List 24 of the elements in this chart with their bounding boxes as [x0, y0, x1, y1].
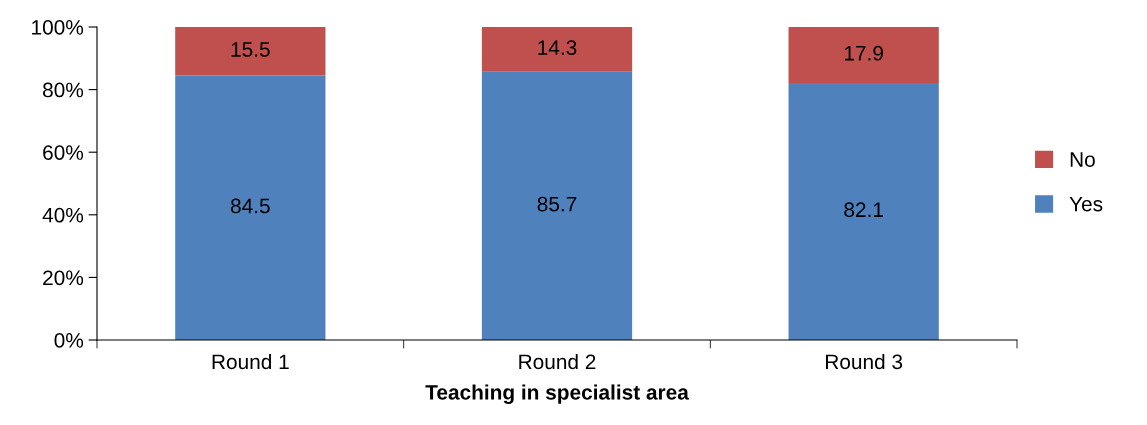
x-tick-label: Round 3: [826, 353, 903, 370]
bar: [481, 27, 633, 72]
data-label: 85.7: [537, 196, 577, 212]
data-label: 82.1: [844, 202, 883, 218]
y-tick-label: 80%: [43, 82, 84, 98]
x-tick-label: Round 2: [519, 353, 596, 370]
y-tick-label: 60%: [43, 145, 84, 160]
bar: [481, 71, 633, 340]
legend-label: Yes: [1069, 196, 1103, 212]
y-tick-label: 100%: [32, 20, 84, 35]
data-label: 17.9: [844, 45, 883, 61]
legend-label: No: [1070, 152, 1095, 167]
y-tick-label: 0%: [54, 333, 84, 348]
bar: [175, 27, 326, 76]
y-tick-label: 40%: [42, 207, 84, 223]
y-tick-label: 20%: [43, 270, 84, 286]
bar: [788, 27, 939, 84]
bar: [175, 75, 326, 340]
x-axis-title: Teaching in specialist area: [425, 384, 689, 404]
data-label: 14.3: [538, 40, 577, 55]
bar: [788, 83, 939, 340]
x-tick-label: Round 1: [212, 353, 289, 370]
data-label: 84.5: [230, 198, 270, 214]
data-label: 15.5: [231, 42, 270, 57]
